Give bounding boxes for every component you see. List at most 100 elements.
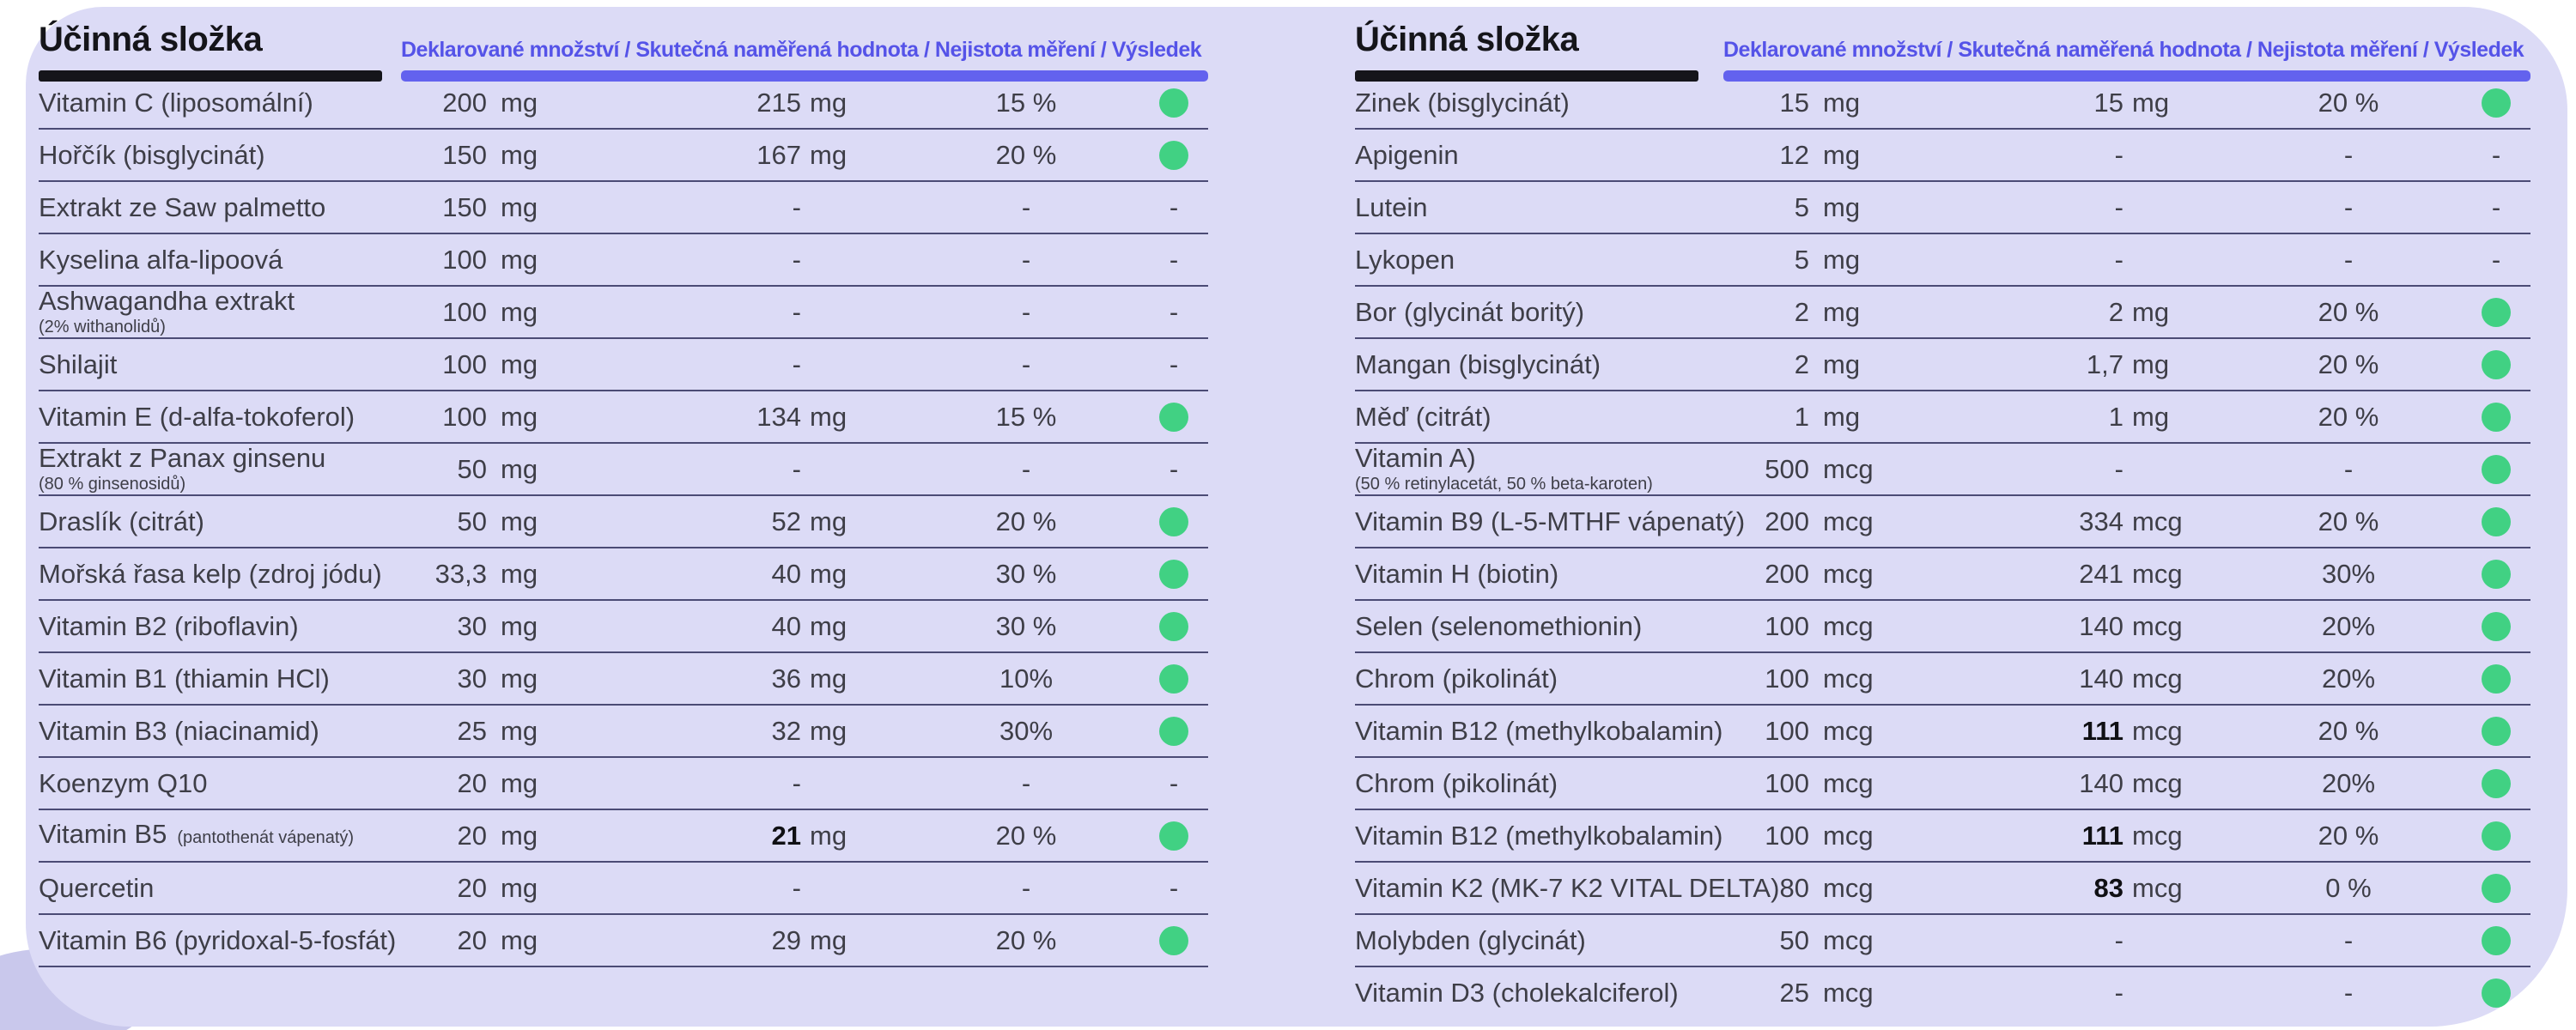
declared-unit: mg: [501, 663, 538, 694]
ingredient-label: Vitamin B6 (pyridoxal-5-fosfát): [39, 926, 401, 954]
table-row: Vitamin E (d-alfa-tokoferol) 100 mg 134 mg 15…: [39, 391, 1208, 444]
header-underline-bar: [1723, 70, 2530, 82]
pass-dot-icon: [1159, 716, 1188, 746]
measured-unit: mcg: [2132, 872, 2183, 903]
declared-unit: mg: [501, 872, 538, 903]
uncertainty-value: 20 %: [995, 506, 1057, 536]
measured-value: -: [2114, 977, 2123, 1008]
declared-unit: mg: [501, 191, 538, 222]
table-row: Apigenin 12 mg - - -: [1355, 130, 2530, 182]
measured-value: 2: [2108, 296, 2123, 327]
result-indicator: [1139, 716, 1208, 746]
result-indicator: -: [2491, 244, 2501, 275]
table-row: Ashwagandha extrakt (2% withanolidů) 100 mg…: [39, 287, 1208, 339]
ingredient-sublabel: (pantothenát vápenatý): [177, 827, 355, 847]
uncertainty-value: 20%: [2321, 663, 2376, 694]
declared-unit: mcg: [1823, 977, 1874, 1008]
table-row: Vitamin B12 (methylkobalamin) 100 mcg 111 mc…: [1355, 706, 2530, 758]
ingredient-label: Selen (selenomethionin): [1355, 612, 1723, 640]
header-underline-bar: [401, 70, 1208, 82]
ingredient-name: Lutein: [1355, 192, 1428, 222]
ingredient-label: Vitamin E (d-alfa-tokoferol): [39, 403, 401, 431]
result-indicator: [2462, 506, 2530, 536]
pass-dot-icon: [2482, 349, 2511, 379]
measured-value: -: [2114, 453, 2123, 484]
pass-dot-icon: [2482, 978, 2511, 1008]
ingredient-label: Vitamin B12 (methylkobalamin): [1355, 717, 1723, 745]
ingredient-label: Extrakt z Panax ginsenu (80 % ginsenosidů…: [39, 444, 401, 494]
measured-unit: mcg: [2132, 663, 2183, 694]
result-indicator: -: [1169, 191, 1179, 222]
uncertainty-value: -: [1021, 453, 1031, 484]
declared-unit: mg: [1823, 401, 1861, 432]
ingredient-name: Vitamin C (liposomální): [39, 88, 313, 118]
declared-value: 100: [1765, 715, 1809, 746]
pass-dot-icon: [1159, 559, 1188, 589]
result-indicator: [1139, 88, 1208, 118]
pass-dot-icon: [2482, 559, 2511, 589]
declared-value: 12: [1779, 139, 1809, 170]
declared-unit: mcg: [1823, 872, 1874, 903]
uncertainty-value: 20 %: [2318, 715, 2379, 746]
declared-value: 100: [442, 296, 487, 327]
declared-value: 50: [457, 453, 487, 484]
ingredient-name: Kyselina alfa-lipoová: [39, 245, 283, 275]
ingredient-label: Bor (glycinát boritý): [1355, 298, 1723, 326]
ingredient-name: Vitamin B5 (pantothenát vápenatý): [39, 818, 355, 849]
measured-unit: mcg: [2132, 558, 2183, 589]
declared-unit: mg: [1823, 348, 1861, 379]
ingredient-name: Koenzym Q10: [39, 768, 208, 798]
result-indicator: -: [1169, 453, 1179, 484]
uncertainty-value: -: [2343, 191, 2354, 222]
measured-value: 111: [2081, 820, 2123, 851]
measured-value: 134: [756, 401, 801, 432]
table-row: Vitamin B3 (niacinamid) 25 mg 32 mg 30%: [39, 706, 1208, 758]
ingredient-label: Chrom (pikolinát): [1355, 664, 1723, 693]
table-row: Molybden (glycinát) 50 mcg - -: [1355, 915, 2530, 967]
declared-unit: mg: [501, 610, 538, 641]
uncertainty-value: -: [2343, 977, 2354, 1008]
pass-dot-icon: [1159, 663, 1188, 694]
declared-value: 2: [1794, 348, 1809, 379]
result-indicator: [2462, 349, 2530, 379]
ingredient-name: Vitamin B3 (niacinamid): [39, 716, 319, 746]
pass-dot-icon: [2482, 768, 2511, 798]
measured-unit: mg: [810, 87, 848, 118]
result-indicator: [2462, 402, 2530, 432]
declared-unit: mcg: [1823, 767, 1874, 798]
ingredient-label: Chrom (pikolinát): [1355, 769, 1723, 797]
result-indicator: [2462, 663, 2530, 694]
ingredient-label: Kyselina alfa-lipoová: [39, 245, 401, 274]
uncertainty-value: -: [1021, 296, 1031, 327]
measured-value: -: [792, 296, 801, 327]
uncertainty-value: -: [2343, 139, 2354, 170]
measured-value: 167: [756, 139, 801, 170]
result-indicator: -: [1169, 872, 1179, 903]
title-underline-bar: [1355, 70, 1698, 82]
uncertainty-value: 20%: [2321, 767, 2376, 798]
uncertainty-value: 20%: [2321, 610, 2376, 641]
result-indicator: [2462, 925, 2530, 955]
declared-unit: mg: [501, 296, 538, 327]
ingredient-label: Vitamin H (biotin): [1355, 560, 1723, 588]
table-row: Vitamin B2 (riboflavin) 30 mg 40 mg 30 %: [39, 601, 1208, 653]
result-indicator: -: [1169, 348, 1179, 379]
pass-dot-icon: [1159, 402, 1188, 432]
result-indicator: [2462, 454, 2530, 484]
declared-value: 2: [1794, 296, 1809, 327]
result-indicator: [1139, 611, 1208, 641]
declared-value: 100: [1765, 663, 1809, 694]
ingredient-name: Vitamin E (d-alfa-tokoferol): [39, 402, 355, 432]
ingredient-name: Mořská řasa kelp (zdroj jódu): [39, 559, 382, 589]
ingredient-label: Vitamin B9 (L-5-MTHF vápenatý): [1355, 507, 1745, 536]
result-indicator: [1139, 925, 1208, 955]
result-indicator: [2462, 559, 2530, 589]
declared-value: 5: [1794, 191, 1809, 222]
pass-dot-icon: [2482, 88, 2511, 118]
uncertainty-value: 10%: [999, 663, 1054, 694]
declared-value: 150: [442, 139, 487, 170]
ingredient-label: Mangan (bisglycinát): [1355, 350, 1723, 379]
ingredient-label: Shilajit: [39, 350, 401, 379]
uncertainty-value: -: [1021, 872, 1031, 903]
